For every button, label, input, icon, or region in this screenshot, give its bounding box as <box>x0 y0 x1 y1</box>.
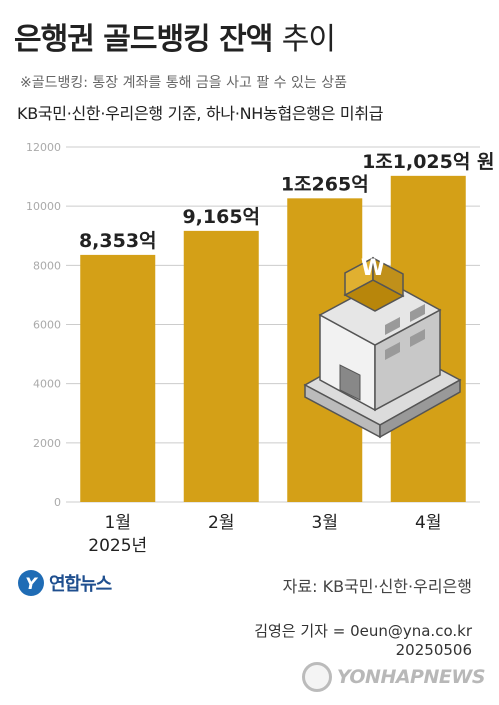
title-suffix: 추이 <box>281 22 336 57</box>
data-label: 1조265억 <box>281 173 369 195</box>
y-tick-label: 8000 <box>33 259 61 272</box>
data-label: 9,165억 <box>182 206 260 228</box>
bar <box>183 230 259 502</box>
y-tick-label: 10000 <box>26 200 61 213</box>
yonhap-watermark: YONHAPNEWS <box>301 662 486 692</box>
x-category-label: 4월 <box>415 513 441 533</box>
y-tick-label: 2000 <box>33 437 61 450</box>
yonhap-logo-icon: Y <box>18 570 44 596</box>
publish-date: 20250506 <box>395 641 472 659</box>
definition-note: ※골드뱅킹: 통장 계좌를 통해 금을 사고 팔 수 있는 상품 <box>20 75 347 91</box>
x-category-sublabel: 2025년 <box>88 536 147 556</box>
chart-subtitle: KB국민·신한·우리은행 기준, 하나·NH농협은행은 미취급 <box>17 104 384 123</box>
y-axis-ticks: 0 2000 4000 6000 8000 10000 12000 <box>26 141 61 509</box>
building-illustration: W <box>303 256 462 439</box>
won-sign: W <box>361 256 385 281</box>
bar-chart: 0 2000 4000 6000 8000 10000 12000 8,353억 1월 2025… <box>26 141 494 556</box>
y-tick-label: 6000 <box>33 319 61 332</box>
x-category-label: 3월 <box>312 513 338 533</box>
yonhap-watermark-icon <box>301 662 332 692</box>
data-label: 8,353억 <box>79 230 157 252</box>
yonhap-logo-text: 연합뉴스 <box>49 574 112 595</box>
chart-title: 은행권 골드뱅킹 잔액 추이 <box>14 14 336 58</box>
x-category-label: 2월 <box>208 513 234 533</box>
title-main: 은행권 골드뱅킹 잔액 <box>14 22 273 57</box>
y-tick-label: 12000 <box>26 141 61 154</box>
yonhap-watermark-text: YONHAPNEWS <box>336 666 486 688</box>
y-tick-label: 0 <box>54 496 61 509</box>
bar <box>80 254 156 502</box>
y-tick-label: 4000 <box>33 378 61 391</box>
reporter-credit: 김영은 기자 = 0eun@yna.co.kr <box>254 622 472 640</box>
yonhap-logo: Y 연합뉴스 <box>18 568 112 598</box>
x-category-label: 1월 <box>105 513 131 533</box>
source-note: 자료: KB국민·신한·우리은행 <box>282 577 472 596</box>
data-label: 1조1,025억 원 <box>362 151 494 173</box>
